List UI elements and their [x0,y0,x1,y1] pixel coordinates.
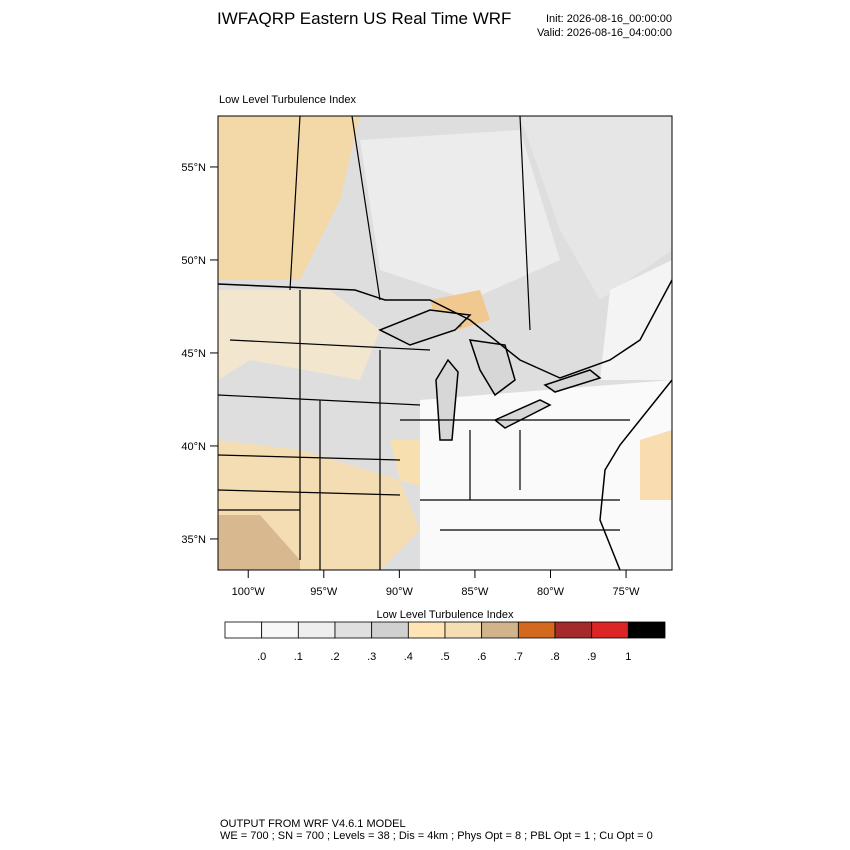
colorbar-label: .4 [404,651,413,663]
colorbar-label: .6 [477,651,486,663]
colorbar-box [444,621,483,639]
map-subtitle: Low Level Turbulence Index [219,94,356,106]
x-tick-label: 95°W [310,586,338,598]
colorbar-label: .3 [367,651,376,663]
valid-time: Valid: 2026-08-16_04:00:00 [537,27,672,39]
colorbar-title: Low Level Turbulence Index [377,609,514,621]
colorbar-box [554,621,593,639]
colorbar-box [591,621,629,639]
x-tick-label: 100°W [232,586,266,598]
map-field [218,116,672,570]
x-tick-label: 90°W [386,586,414,598]
y-tick-label: 45°N [181,348,206,360]
colorbar-label: .8 [550,651,559,663]
colorbar-box [407,621,446,639]
map-frame [217,115,673,571]
colorbar-box [334,621,373,639]
colorbar-label: .5 [440,651,449,663]
title: IWFAQRP Eastern US Real Time WRF [217,9,511,28]
colorbar-box [224,621,263,639]
colorbar-label: .2 [330,651,339,663]
colorbar-label: 1 [625,651,631,663]
y-tick-label: 55°N [181,162,206,174]
y-tick-label: 40°N [181,441,206,453]
x-tick-label: 75°W [613,586,641,598]
colorbar-box [297,621,336,639]
footer-line: WE = 700 ; SN = 700 ; Levels = 38 ; Dis … [220,830,653,842]
x-tick-label: 80°W [537,586,565,598]
colorbar-box [517,621,556,639]
footer-line: OUTPUT FROM WRF V4.6.1 MODEL [220,818,406,830]
colorbar-label: .9 [587,651,596,663]
y-tick-label: 50°N [181,255,206,267]
colorbar-label: .1 [294,651,303,663]
colorbar-box [261,621,299,639]
colorbar-label: .7 [514,651,523,663]
colorbar-box [627,621,666,639]
colorbar-box [371,621,409,639]
colorbar-label: .0 [257,651,266,663]
init-time: Init: 2026-08-16_00:00:00 [546,13,672,25]
y-tick-label: 35°N [181,534,206,546]
x-tick-label: 85°W [461,586,489,598]
colorbar-box [481,621,519,639]
